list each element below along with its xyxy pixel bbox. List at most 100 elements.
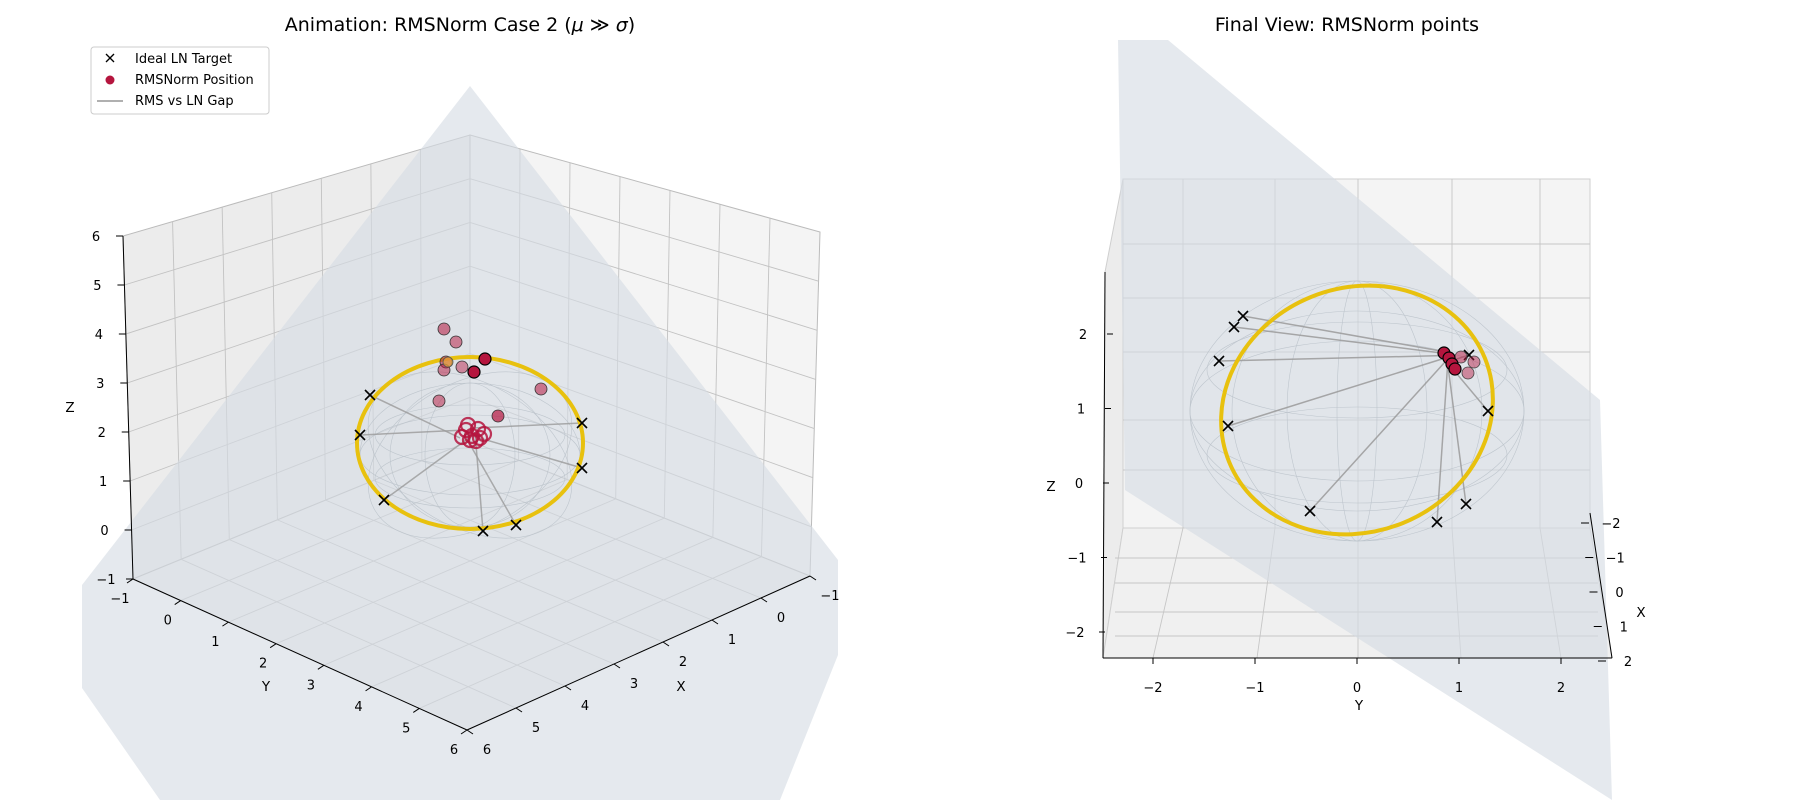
- right-z-tick-label: 0: [1075, 477, 1083, 492]
- left-target-marker: [354, 429, 366, 441]
- right-rms-points: [1437, 346, 1481, 380]
- left-chart-title: Animation: RMSNorm Case 2 (μ ≫ σ): [285, 14, 635, 36]
- left-rms-point-trail: [442, 356, 454, 368]
- left-y-tick-label: 0: [164, 614, 172, 629]
- left-target-marker: [510, 519, 522, 531]
- left-x-tick-label: 5: [532, 721, 540, 736]
- left-axes: [122, 235, 811, 731]
- right-x-tick-label: −2: [1601, 517, 1620, 532]
- left-x-tick-label: 2: [679, 655, 687, 670]
- right-z-tick-label: 1: [1077, 403, 1085, 418]
- legend-box: [90, 46, 270, 115]
- left-target-marker: [477, 525, 489, 537]
- left-y-tick-mark: [222, 621, 229, 627]
- left-ln-targets: [354, 389, 588, 537]
- right-z-tick-label: −2: [1065, 626, 1084, 641]
- right-target-marker: [1431, 516, 1443, 528]
- left-z-axis-line: [122, 235, 134, 580]
- left-rms-ring-marker: [459, 416, 477, 434]
- left-x-tick-mark: [662, 641, 670, 647]
- right-target-marker: [1222, 420, 1234, 432]
- right-z-axis-label: Z: [1046, 479, 1055, 495]
- right-wire-sphere: [1189, 280, 1525, 542]
- left-x-tick-mark: [466, 729, 474, 735]
- left-z-tick-label: 1: [99, 475, 107, 490]
- right-x-tick-label: −1: [1606, 552, 1625, 567]
- right-target-marker: [1228, 321, 1240, 333]
- left-rms-point-trail: [534, 382, 548, 396]
- left-rms-ring-marker: [461, 431, 479, 449]
- left-z-tick-label: 4: [95, 328, 103, 343]
- left-y-tick-mark: [365, 686, 372, 692]
- right-chart-title: Final View: RMSNorm points: [1215, 14, 1479, 36]
- right-y-tick-label: 1: [1455, 681, 1463, 696]
- left-x-tick-label: 3: [630, 677, 638, 692]
- left-rms-point-trail: [432, 394, 446, 408]
- left-gap-line: [465, 433, 583, 469]
- right-tick-marks: −2 −1 0 1 2 −2 −1 0 1 2 −2 −1 0 1 2: [1065, 328, 1632, 696]
- left-gap-line: [383, 436, 471, 501]
- left-rms-point-trail: [437, 322, 451, 336]
- left-target-marker: [364, 389, 376, 401]
- left-z-tick-label: −1: [96, 573, 115, 588]
- right-y-tick-label: −1: [1245, 681, 1264, 696]
- right-translucent-plane: [1118, 40, 1612, 800]
- left-x-tick-label: 0: [777, 611, 785, 626]
- left-z-tick-label: 5: [93, 279, 101, 294]
- left-y-tick-mark: [174, 600, 181, 605]
- left-x-tick-mark: [809, 575, 817, 581]
- right-gap-line: [1309, 357, 1450, 512]
- left-x-tick-label: 1: [728, 633, 736, 648]
- legend-label-gap: RMS vs LN Gap: [135, 94, 234, 109]
- left-rms-point: [467, 365, 481, 379]
- left-y-tick-label: 5: [402, 721, 410, 736]
- right-gap-line: [1227, 355, 1450, 427]
- right-y-axis-label: Y: [1354, 698, 1364, 714]
- left-y-tick-label: 6: [450, 743, 458, 758]
- right-gap-line: [1233, 326, 1452, 355]
- right-rms-point: [1448, 362, 1462, 376]
- right-target-marker: [1237, 310, 1249, 322]
- left-rms-ring-marker: [467, 432, 485, 450]
- left-z-tick-label: 3: [96, 377, 104, 392]
- right-z-axis-line: [1102, 271, 1106, 659]
- left-z-tick-label: 0: [100, 524, 108, 539]
- legend-label-target: Ideal LN Target: [135, 52, 232, 67]
- left-gap-line: [359, 429, 466, 436]
- left-gap-lines: [359, 394, 583, 532]
- left-ideal-ring: [355, 355, 585, 531]
- left-z-tick-label: 6: [92, 230, 100, 245]
- left-x-tick-label: −1: [820, 589, 839, 604]
- left-x-axis-line: [466, 575, 811, 731]
- left-gap-line: [471, 422, 583, 429]
- left-x-tick-mark: [711, 619, 719, 625]
- left-y-tick-mark: [413, 708, 420, 713]
- left-gap-line: [369, 394, 461, 439]
- right-x-tick-label: 1: [1620, 621, 1628, 636]
- left-y-tick-mark: [460, 729, 468, 735]
- right-rms-point-trail: [1461, 366, 1475, 380]
- right-target-marker: [1213, 355, 1225, 367]
- left-z-axis-label: Z: [65, 400, 74, 416]
- left-x-axis-label: X: [676, 679, 685, 695]
- right-chart: Final View: RMSNorm points −2 −1 0 1 2 −2 −1 0 1…: [1046, 14, 1646, 800]
- right-gap-line: [1242, 315, 1453, 354]
- left-y-tick-label: 3: [307, 678, 315, 693]
- left-rms-point-trail: [491, 409, 505, 423]
- left-gap-line: [467, 440, 517, 526]
- left-x-tick-label: 6: [483, 743, 491, 758]
- right-target-marker: [1482, 405, 1494, 417]
- left-tick-marks: −1 0 1 2 3 4 5 6 −1 0 1 2 3 4 5 6 6 5 4 3 2 1 0 −1: [92, 230, 840, 758]
- right-gap-line: [1218, 354, 1451, 362]
- left-x-tick-mark: [760, 597, 768, 603]
- right-x-axis-line: [1589, 512, 1613, 659]
- left-y-tick-label: 2: [259, 657, 267, 672]
- left-y-tick-mark: [317, 664, 325, 670]
- right-y-tick-label: −2: [1143, 681, 1162, 696]
- left-chart: Animation: RMSNorm Case 2 (μ ≫ σ): [65, 14, 840, 800]
- right-y-tick-label: 2: [1557, 681, 1565, 696]
- left-x-tick-label: 4: [581, 699, 589, 714]
- left-target-marker: [576, 462, 588, 474]
- right-y-tick-label: 0: [1353, 681, 1361, 696]
